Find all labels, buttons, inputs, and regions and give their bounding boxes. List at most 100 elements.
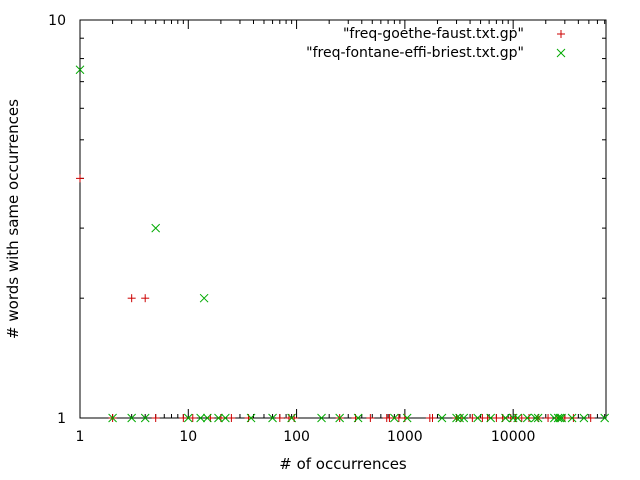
cross-marker-stroke xyxy=(127,413,137,423)
cross-marker-stroke xyxy=(473,413,483,423)
data-point xyxy=(555,413,565,423)
cross-marker-stroke xyxy=(75,65,85,75)
x-tick-label: 1 xyxy=(76,429,85,445)
data-point xyxy=(221,413,230,423)
data-points xyxy=(75,65,610,423)
plot-area-border xyxy=(79,19,607,419)
cross-marker-stroke xyxy=(203,413,212,423)
data-point xyxy=(227,414,236,422)
cross-marker-stroke xyxy=(390,413,399,423)
cross-marker-stroke xyxy=(486,413,496,423)
cross-marker-stroke xyxy=(533,413,543,423)
cross-marker-stroke xyxy=(501,413,510,423)
legend-markers xyxy=(556,30,566,58)
cross-marker-stroke xyxy=(437,413,447,423)
tick-labels: 1 10 100 1000 10000 1 10 xyxy=(48,13,535,445)
cross-marker-stroke xyxy=(557,413,566,423)
data-point xyxy=(513,413,522,423)
data-point xyxy=(455,413,464,423)
data-point xyxy=(524,414,533,422)
data-point xyxy=(569,414,578,422)
cross-marker-stroke xyxy=(513,413,522,423)
data-point xyxy=(127,413,137,423)
data-point xyxy=(353,413,363,423)
data-point xyxy=(179,414,188,422)
data-point xyxy=(586,414,595,422)
cross-marker-stroke xyxy=(353,413,363,423)
cross-marker-stroke xyxy=(455,413,464,423)
data-point xyxy=(76,174,84,183)
cross-marker-stroke xyxy=(108,413,117,423)
data-point xyxy=(196,413,205,423)
data-point xyxy=(108,413,117,423)
cross-marker-stroke xyxy=(600,413,610,423)
data-point xyxy=(579,413,589,423)
data-point xyxy=(390,413,399,423)
data-point xyxy=(533,413,543,423)
cross-marker-stroke xyxy=(555,413,565,423)
data-point xyxy=(199,293,209,303)
data-point xyxy=(203,413,212,423)
x-tick-label: 1000 xyxy=(387,429,423,445)
data-point xyxy=(501,413,510,423)
data-point xyxy=(452,413,461,423)
cross-marker-stroke xyxy=(183,413,193,423)
data-point xyxy=(183,413,193,423)
legend-label-fontane: "freq-fontane-effi-briest.txt.gp" xyxy=(306,45,524,61)
data-point xyxy=(567,413,577,423)
data-point xyxy=(151,414,160,422)
data-point xyxy=(522,413,532,423)
cross-marker-stroke xyxy=(287,413,296,423)
legend-label-goethe: "freq-goethe-faust.txt.gp" xyxy=(343,26,524,42)
data-point xyxy=(530,413,540,423)
cross-marker-stroke xyxy=(579,413,589,423)
data-point xyxy=(366,414,375,422)
cross-marker-stroke xyxy=(567,413,577,423)
x-tick-label: 10000 xyxy=(491,429,536,445)
data-point xyxy=(335,413,345,423)
cross-marker-stroke xyxy=(553,413,563,423)
data-point xyxy=(459,413,469,423)
data-point xyxy=(402,413,412,423)
data-point xyxy=(508,413,518,423)
data-point xyxy=(517,414,526,422)
data-point xyxy=(246,413,256,423)
cross-marker-stroke xyxy=(508,413,518,423)
data-point xyxy=(275,414,284,422)
series-fontane-effi-briest xyxy=(75,65,610,423)
cross-marker-stroke xyxy=(335,413,345,423)
cross-marker-stroke xyxy=(268,413,277,423)
legend-marker xyxy=(557,30,565,38)
data-point xyxy=(557,413,566,423)
data-point xyxy=(127,294,136,303)
series-goethe-faust xyxy=(76,174,595,422)
data-point xyxy=(486,413,496,423)
cross-marker-stroke xyxy=(459,413,469,423)
data-point xyxy=(188,414,197,422)
data-point xyxy=(553,413,563,423)
data-point xyxy=(544,414,553,422)
data-point xyxy=(140,413,150,423)
cross-marker-stroke xyxy=(402,413,412,423)
data-point xyxy=(75,65,85,75)
cross-marker-stroke xyxy=(246,413,256,423)
data-point xyxy=(268,413,277,423)
cross-marker-stroke xyxy=(452,413,461,423)
cross-marker-stroke xyxy=(214,413,223,423)
axis-ticks xyxy=(79,19,606,419)
data-point xyxy=(385,414,394,422)
cross-marker-stroke xyxy=(140,413,150,423)
cross-marker-stroke xyxy=(199,293,209,303)
data-point xyxy=(214,413,223,423)
data-point xyxy=(151,223,161,233)
x-axis-title: # of occurrences xyxy=(279,455,407,473)
x-tick-label: 10 xyxy=(179,429,197,445)
data-point xyxy=(287,413,296,423)
legend-marker xyxy=(556,48,566,58)
x-tick-label: 100 xyxy=(283,429,310,445)
data-point xyxy=(437,413,447,423)
cross-marker-stroke xyxy=(151,223,161,233)
cross-marker-stroke xyxy=(221,413,230,423)
cross-marker-stroke xyxy=(556,48,566,58)
